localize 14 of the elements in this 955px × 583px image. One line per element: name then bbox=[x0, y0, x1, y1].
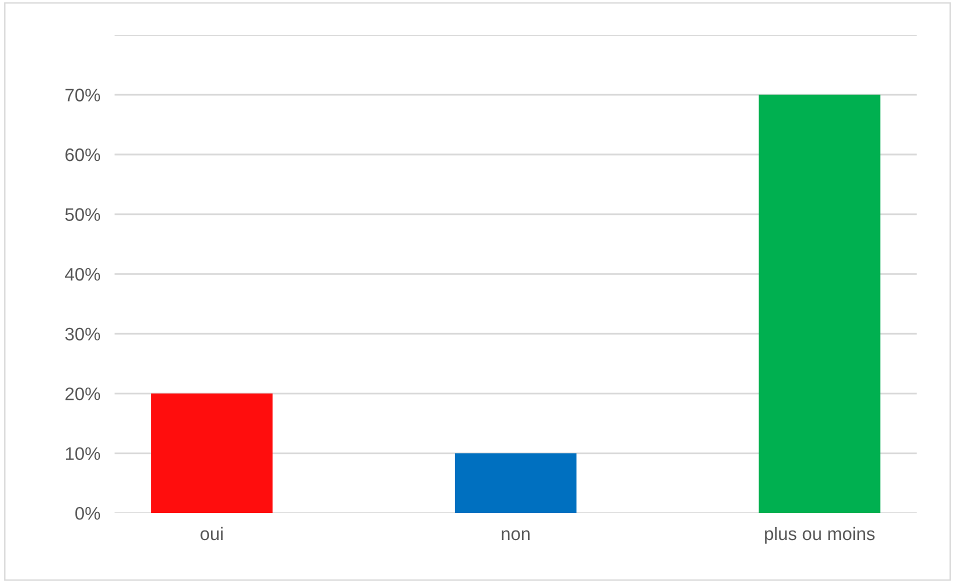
y-tick-label: 10% bbox=[66, 447, 100, 460]
bar bbox=[151, 394, 273, 514]
y-tick-label: 60% bbox=[65, 148, 100, 162]
bar bbox=[454, 453, 576, 514]
y-tick-label: 70% bbox=[66, 88, 100, 102]
y-tick-label: 0% bbox=[75, 506, 100, 520]
y-tick-label: 30% bbox=[65, 328, 100, 340]
y-tick-label: 40% bbox=[64, 268, 100, 281]
x-tick-label: non bbox=[502, 530, 530, 540]
y-tick-label: 50% bbox=[65, 208, 100, 221]
x-tick-label: plus ou moins bbox=[765, 526, 875, 544]
y-tick-label: 20% bbox=[65, 387, 100, 400]
x-tick-label: oui bbox=[200, 526, 223, 540]
bar bbox=[758, 94, 880, 514]
